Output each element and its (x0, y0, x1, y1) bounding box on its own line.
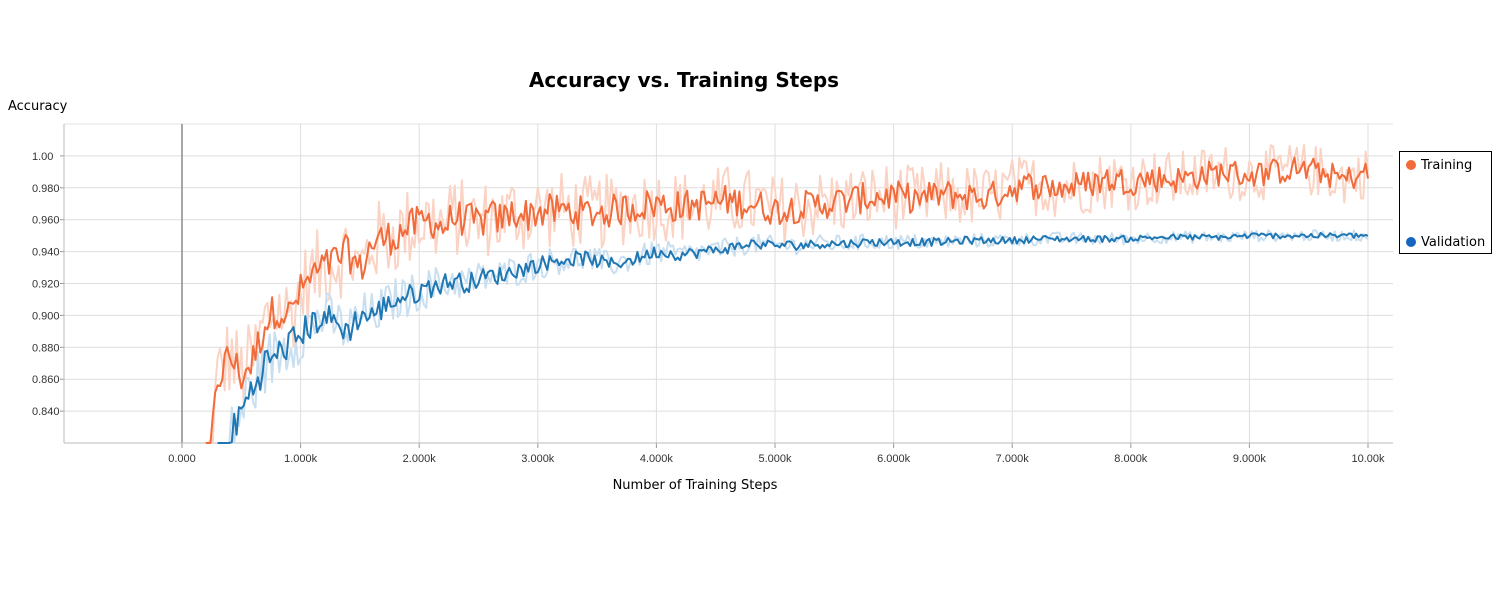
series-raw-line-validation (217, 229, 1369, 444)
axes (60, 124, 1393, 448)
y-tick-label: 0.940 (32, 247, 60, 259)
y-tick-label: 0.860 (32, 374, 60, 386)
x-tick-label: 0.000 (168, 453, 196, 465)
legend-label-validation: Validation (1421, 235, 1486, 250)
y-tick-label: 0.960 (32, 215, 60, 227)
y-tick-label: 1.00 (32, 151, 53, 163)
y-tick-label: 0.980 (32, 183, 60, 195)
y-tick-label: 0.900 (32, 310, 60, 322)
raw-series-lines (205, 144, 1369, 444)
legend-item-validation[interactable]: Validation (1406, 235, 1485, 250)
x-tick-label: 5.000k (758, 453, 792, 465)
y-axis-label: Accuracy (8, 99, 68, 114)
legend-marker-training (1406, 160, 1416, 170)
y-tick-label: 0.840 (32, 406, 60, 418)
legend-marker-validation (1406, 237, 1416, 247)
legend: Training Validation (1399, 151, 1492, 254)
x-tick-label: 6.000k (877, 453, 911, 465)
x-tick-label: 9.000k (1233, 453, 1267, 465)
x-tick-label: 2.000k (403, 453, 437, 465)
y-tick-label: 0.880 (32, 342, 60, 354)
legend-item-training[interactable]: Training (1406, 158, 1472, 173)
x-axis-label: Number of Training Steps (612, 478, 778, 493)
tick-labels: 0.840 0.860 0.880 0.900 0.920 0.940 0.960 0.980… (32, 151, 1385, 465)
x-tick-label: 10.00k (1351, 453, 1385, 465)
legend-label-training: Training (1421, 158, 1473, 173)
y-tick-label: 0.920 (32, 279, 60, 291)
x-tick-label: 3.000k (521, 453, 555, 465)
chart-title: Accuracy vs. Training Steps (528, 68, 840, 92)
x-tick-label: 4.000k (640, 453, 674, 465)
x-tick-label: 1.000k (284, 453, 318, 465)
x-tick-label: 7.000k (996, 453, 1030, 465)
series-line-validation (217, 231, 1369, 444)
series-line-training (205, 156, 1369, 444)
x-tick-label: 8.000k (1114, 453, 1148, 465)
series-lines (205, 156, 1369, 444)
